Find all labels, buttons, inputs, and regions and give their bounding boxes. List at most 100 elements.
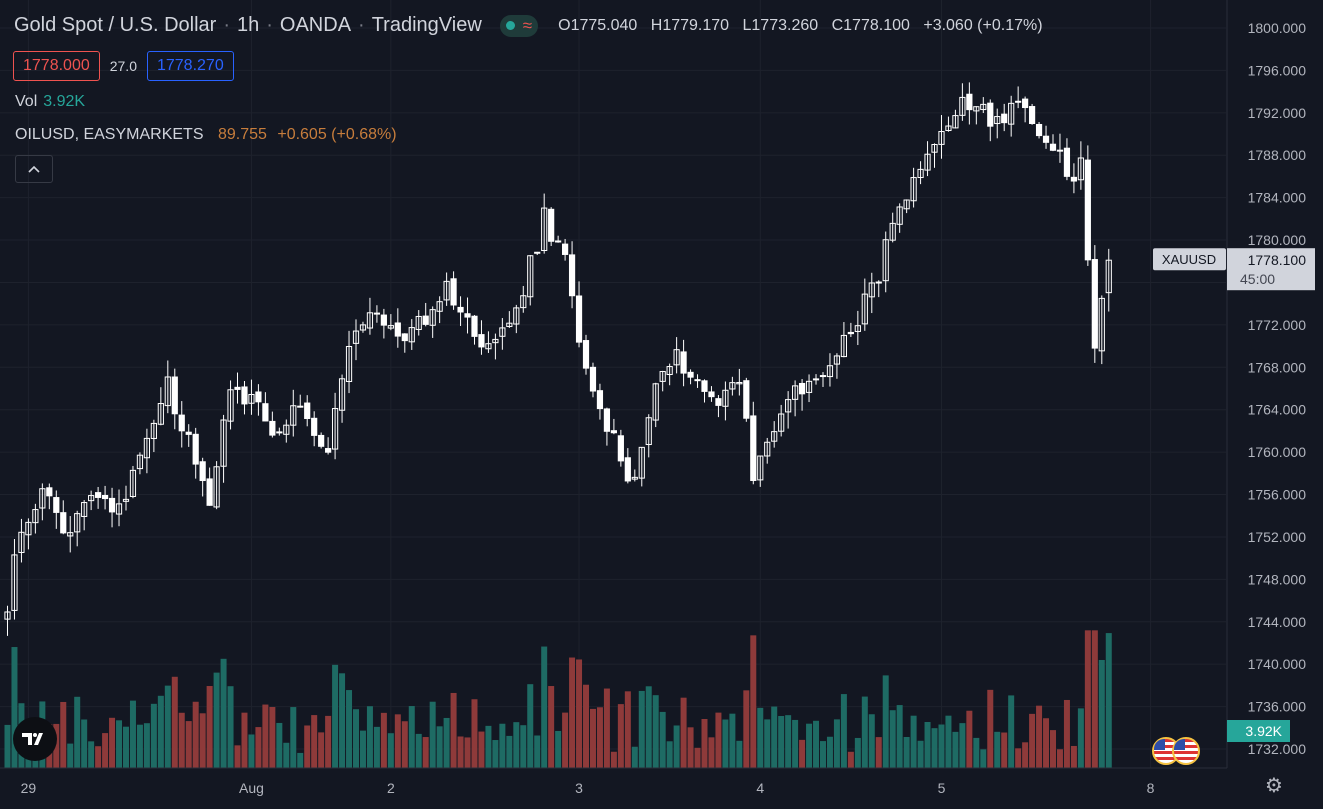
candle-body: [715, 398, 722, 406]
candle-body: [408, 327, 415, 343]
collapse-legend-button[interactable]: [15, 155, 53, 183]
candle-series: [4, 82, 1112, 636]
price-tag-background: [1227, 248, 1315, 291]
candle-body: [422, 315, 429, 325]
symbol-name[interactable]: Gold Spot / U.S. Dollar: [14, 14, 217, 36]
price-tick-label: 1788.000: [1248, 147, 1307, 163]
candle-body: [373, 312, 381, 315]
volume-bar: [81, 719, 88, 768]
candle-body: [568, 254, 576, 297]
volume-bar: [826, 736, 833, 768]
volume-bar: [548, 686, 555, 768]
candle-body: [854, 325, 861, 332]
candle-body: [269, 420, 276, 436]
volume-bar: [1029, 713, 1036, 768]
volume-bar: [764, 719, 771, 768]
candle-body: [582, 340, 590, 369]
candle-body: [67, 532, 74, 537]
candle-body: [255, 391, 262, 403]
volume-bar: [129, 700, 136, 768]
volume-bar: [359, 730, 366, 768]
candle-body: [1015, 100, 1022, 103]
volume-bar: [1063, 699, 1070, 768]
candle-body: [792, 385, 799, 400]
volume-legend[interactable]: Vol 3.92K: [15, 93, 85, 111]
interval-label[interactable]: 1h: [236, 14, 260, 36]
candle-body: [164, 376, 171, 407]
candle-body: [464, 313, 471, 318]
platform-label: TradingView: [371, 14, 482, 36]
volume-bar: [638, 690, 645, 768]
candle-body: [248, 393, 255, 404]
candle-body: [478, 334, 485, 348]
candle-body: [81, 502, 88, 517]
volume-bar: [903, 736, 910, 768]
volume-bar: [408, 706, 415, 768]
volume-bar: [562, 712, 569, 768]
sell-button[interactable]: 1778.000: [13, 51, 100, 81]
volume-bar: [785, 715, 792, 768]
time-tick-label: 29: [21, 780, 37, 796]
high-value: 1779.170: [662, 16, 730, 34]
volume-bar: [206, 686, 213, 768]
candle-body: [74, 513, 81, 533]
volume-bar: [1022, 742, 1029, 768]
candle-body: [436, 301, 443, 312]
market-open-icon: [505, 21, 515, 30]
candle-body: [617, 435, 624, 462]
overlay-legend[interactable]: OILUSD, EASYMARKETS 89.755 +0.605 (+0.68…: [15, 126, 397, 144]
candle-body: [527, 255, 534, 298]
volume-bar: [673, 725, 680, 768]
candle-body: [366, 312, 374, 329]
candle-body: [192, 433, 199, 465]
volume-bar: [457, 736, 464, 768]
candle-body: [541, 207, 548, 251]
volume-bar: [478, 731, 485, 768]
chevron-up-icon: [28, 165, 40, 173]
volume-bar: [1091, 630, 1098, 768]
candle-body: [1091, 259, 1098, 349]
candle-body: [736, 382, 743, 385]
volume-bar: [701, 719, 708, 768]
volume-bar: [262, 704, 269, 768]
candle-body: [931, 144, 938, 153]
candle-body: [520, 295, 527, 309]
us-flag-icon[interactable]: [1172, 737, 1200, 765]
candle-body: [4, 611, 11, 620]
candle-body: [1035, 123, 1043, 137]
candle-body: [227, 389, 234, 422]
candle-body: [506, 322, 513, 327]
volume-tag: 3.92K: [1227, 720, 1290, 742]
candle-body: [150, 422, 157, 439]
overlay-change: +0.605 (+0.68%): [277, 126, 397, 143]
candle-body: [171, 376, 178, 415]
volume-bar: [743, 690, 750, 768]
time-tick-label: 8: [1147, 780, 1155, 796]
price-tick-label: 1732.000: [1248, 741, 1307, 757]
candle-body: [798, 382, 806, 395]
candle-body: [959, 96, 966, 116]
candle-body: [290, 405, 297, 426]
candle-body: [345, 346, 353, 382]
time-axis: 29 Aug 2 3 4 5 8: [0, 767, 1227, 796]
buy-button[interactable]: 1778.270: [146, 51, 234, 81]
volume-bar: [109, 717, 116, 768]
economic-events[interactable]: [1152, 737, 1200, 765]
volume-bar: [806, 723, 813, 768]
volume-value: 3.92K: [43, 93, 86, 110]
candle-body: [136, 454, 144, 470]
price-tick-label: 1796.000: [1248, 62, 1307, 78]
candle-body: [359, 324, 367, 331]
volume-bar: [471, 699, 478, 768]
tradingview-logo-icon[interactable]: [13, 717, 57, 761]
volume-bar: [171, 676, 178, 768]
overlay-name: OILUSD, EASYMARKETS: [15, 126, 204, 143]
price-tick-label: 1772.000: [1248, 317, 1307, 333]
market-status-pill[interactable]: ≈: [499, 14, 539, 37]
volume-bar: [1105, 633, 1112, 768]
current-price-tag: XAUUSD 1778.100 45:00: [1153, 248, 1315, 291]
gear-icon[interactable]: ⚙: [1265, 775, 1283, 797]
volume-bar: [792, 719, 799, 768]
candle-body: [750, 415, 757, 481]
